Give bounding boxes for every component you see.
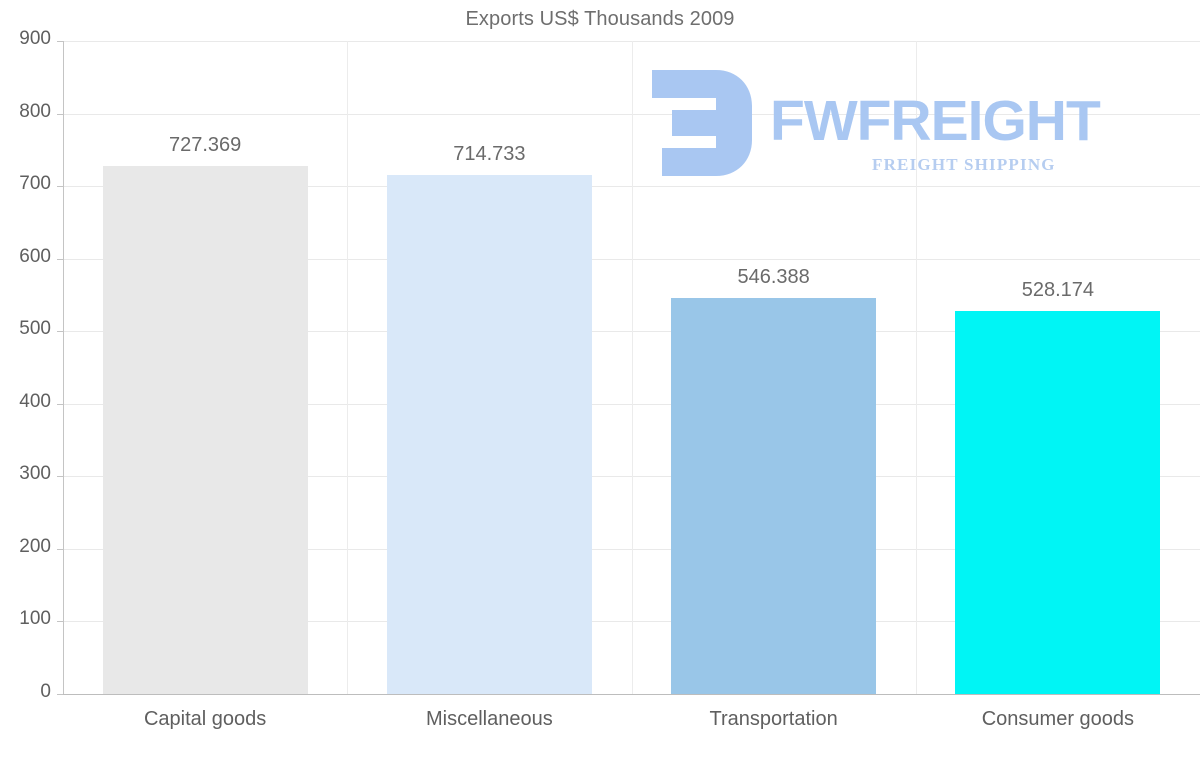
gridline (63, 548, 1200, 550)
y-tick-label: 300 (19, 463, 51, 485)
y-tick-mark (57, 331, 63, 333)
y-tick-mark (57, 621, 63, 623)
gridline (63, 694, 1200, 695)
y-tick-mark (57, 186, 63, 188)
y-tick-label: 400 (19, 390, 51, 412)
y-tick-mark (57, 403, 63, 405)
bar-value-label: 528.174 (1021, 278, 1095, 301)
y-tick-label: 0 (40, 681, 51, 702)
category-divider (916, 41, 917, 694)
bar-value-label: 727.369 (168, 134, 242, 157)
bar-value-label: 546.388 (737, 265, 810, 288)
x-tick-label: Miscellaneous (426, 708, 553, 730)
category-divider (347, 41, 348, 694)
y-tick-label: 700 (19, 173, 51, 195)
y-tick-label: 600 (19, 245, 51, 267)
bar-consumer-goods[interactable] (955, 310, 1161, 694)
x-tick-label: Consumer goods (981, 708, 1135, 730)
category-divider (632, 41, 633, 694)
y-tick-mark (57, 258, 63, 260)
gridline (63, 258, 1200, 260)
y-tick-label: 900 (19, 28, 51, 49)
x-tick-label: Transportation (709, 708, 838, 730)
y-tick-mark (57, 113, 63, 115)
y-tick-label: 100 (19, 608, 51, 630)
y-tick-label: 500 (19, 318, 51, 340)
chart-title: Exports US$ Thousands 2009 (465, 8, 735, 30)
bar-transportation[interactable] (671, 297, 877, 694)
y-tick-mark (57, 548, 63, 550)
gridline (63, 41, 1200, 42)
gridline (63, 476, 1200, 478)
gridline (63, 113, 1200, 115)
y-tick-mark (57, 476, 63, 478)
bar-miscellaneous[interactable] (386, 175, 592, 694)
y-tick-mark (57, 694, 63, 695)
bar-capital-goods[interactable] (102, 166, 308, 694)
gridline (63, 621, 1200, 623)
bar-value-label: 714.733 (453, 143, 526, 166)
y-tick-label: 200 (19, 535, 51, 557)
plot-area (63, 41, 1200, 695)
y-axis-line (63, 41, 64, 694)
y-tick-label: 800 (19, 100, 51, 122)
x-tick-label: Capital goods (143, 708, 267, 730)
gridline (63, 403, 1200, 405)
gridline (63, 186, 1200, 188)
gridline (63, 331, 1200, 333)
y-tick-mark (57, 41, 63, 42)
